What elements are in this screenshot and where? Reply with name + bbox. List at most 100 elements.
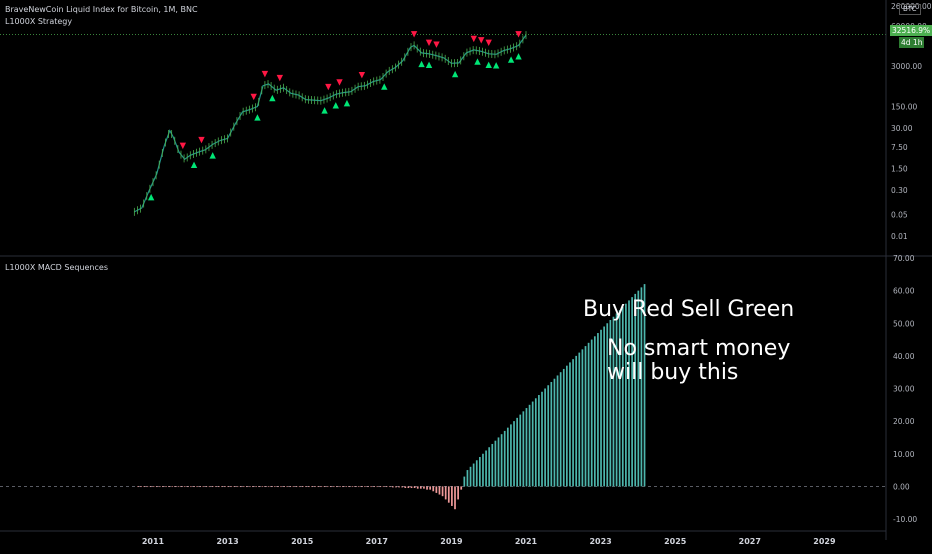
macd-bar — [382, 486, 385, 488]
macd-bar — [326, 486, 329, 488]
time-tick-label: 2029 — [813, 537, 836, 546]
macd-bar — [242, 486, 245, 488]
macd-bar — [447, 486, 450, 503]
price-tick-label: 0.05 — [891, 210, 908, 219]
macd-bar — [600, 329, 602, 487]
currency-badge[interactable]: BTC — [899, 4, 921, 15]
sell-signal-marker — [515, 31, 522, 38]
time-tick-label: 2023 — [589, 537, 611, 546]
price-tick-label: 30.00 — [891, 124, 913, 133]
macd-tick-label: 40.00 — [893, 352, 915, 361]
macd-bar — [149, 486, 152, 488]
macd-bar — [354, 486, 357, 488]
macd-bar — [566, 365, 568, 487]
macd-bar — [267, 486, 270, 488]
macd-bar — [270, 486, 273, 488]
sell-signal-marker — [485, 39, 492, 46]
grid-layer — [0, 34, 886, 487]
macd-bar — [469, 466, 472, 487]
macd-bar — [454, 486, 456, 510]
macd-tick-label: 70.00 — [893, 254, 915, 263]
macd-bar — [364, 486, 366, 488]
macd-bar — [562, 368, 565, 487]
buy-signal-marker — [321, 107, 328, 114]
macd-bar — [575, 355, 578, 487]
macd-tick-label: 10.00 — [893, 450, 915, 459]
macd-bar — [597, 333, 599, 487]
macd-bar — [603, 326, 605, 487]
macd-tick-label: 60.00 — [893, 287, 915, 296]
macd-bar — [634, 293, 637, 487]
macd-bar — [261, 486, 264, 488]
macd-bar — [488, 447, 491, 487]
macd-bar — [444, 486, 447, 500]
macd-bar — [519, 414, 522, 487]
macd-bar — [463, 476, 466, 487]
macd-bar — [180, 486, 183, 488]
macd-bar — [183, 486, 186, 488]
macd-bar — [277, 486, 279, 488]
buy-signal-marker — [451, 70, 459, 78]
strategy-legend: L1000X Strategy — [5, 17, 73, 26]
macd-bar — [158, 486, 161, 488]
macd-tick-label: 20.00 — [893, 417, 915, 426]
macd-bar — [510, 424, 512, 487]
macd-bar — [345, 486, 348, 488]
macd-bar — [305, 486, 307, 488]
buy-signal-marker — [147, 193, 155, 201]
macd-bar — [628, 300, 630, 487]
macd-bar — [239, 486, 242, 488]
macd-bar — [451, 486, 453, 506]
macd-bar — [441, 486, 444, 497]
annotation-no-smart-money: No smart money — [607, 336, 791, 361]
macd-bar — [466, 470, 469, 487]
macd-bar — [522, 411, 525, 487]
price-tick-label: 1.50 — [891, 165, 908, 174]
macd-bar — [308, 486, 310, 488]
macd-bar — [578, 352, 581, 487]
macd-bar — [475, 460, 478, 487]
macd-bar — [292, 486, 295, 488]
macd-bar — [255, 486, 257, 488]
macd-bar — [230, 486, 233, 488]
buy-signal-marker — [474, 58, 481, 65]
macd-bar — [556, 375, 559, 487]
macd-bar — [516, 417, 518, 487]
buy-signal-marker — [381, 83, 388, 90]
macd-bar — [625, 303, 627, 487]
macd-bar — [162, 486, 164, 488]
macd-bar — [227, 486, 230, 488]
macd-bar — [311, 486, 313, 488]
symbol-title: BraveNewCoin Liquid Index for Bitcoin, 1… — [5, 5, 198, 14]
macd-bar — [379, 486, 382, 488]
macd-bar — [485, 450, 487, 487]
macd-bar — [429, 486, 431, 490]
macd-bar — [528, 404, 531, 487]
macd-bar — [392, 486, 394, 488]
macd-bar — [432, 486, 435, 492]
macd-bar — [273, 486, 276, 488]
macd-bar — [168, 486, 171, 488]
macd-bar — [236, 486, 239, 488]
sell-signal-marker — [325, 83, 332, 91]
macd-bar — [401, 486, 404, 488]
buy-signal-marker — [515, 53, 522, 60]
macd-bar — [500, 434, 503, 487]
macd-bar — [621, 306, 624, 487]
macd-tick-label: 0.00 — [893, 482, 910, 491]
macd-bar — [202, 486, 205, 488]
macd-bar — [264, 486, 267, 488]
macd-bar — [367, 486, 369, 488]
price-tick-label: 7.50 — [891, 143, 908, 152]
macd-bar — [482, 453, 484, 487]
buy-signal-marker — [269, 94, 276, 102]
macd-bar — [329, 486, 332, 488]
macd-bar — [513, 421, 515, 487]
time-tick-label: 2027 — [739, 537, 761, 546]
countdown-tag: 4d 1h — [899, 37, 925, 48]
macd-bar — [186, 486, 189, 488]
macd-bar — [494, 440, 497, 487]
macd-bar — [503, 430, 506, 487]
